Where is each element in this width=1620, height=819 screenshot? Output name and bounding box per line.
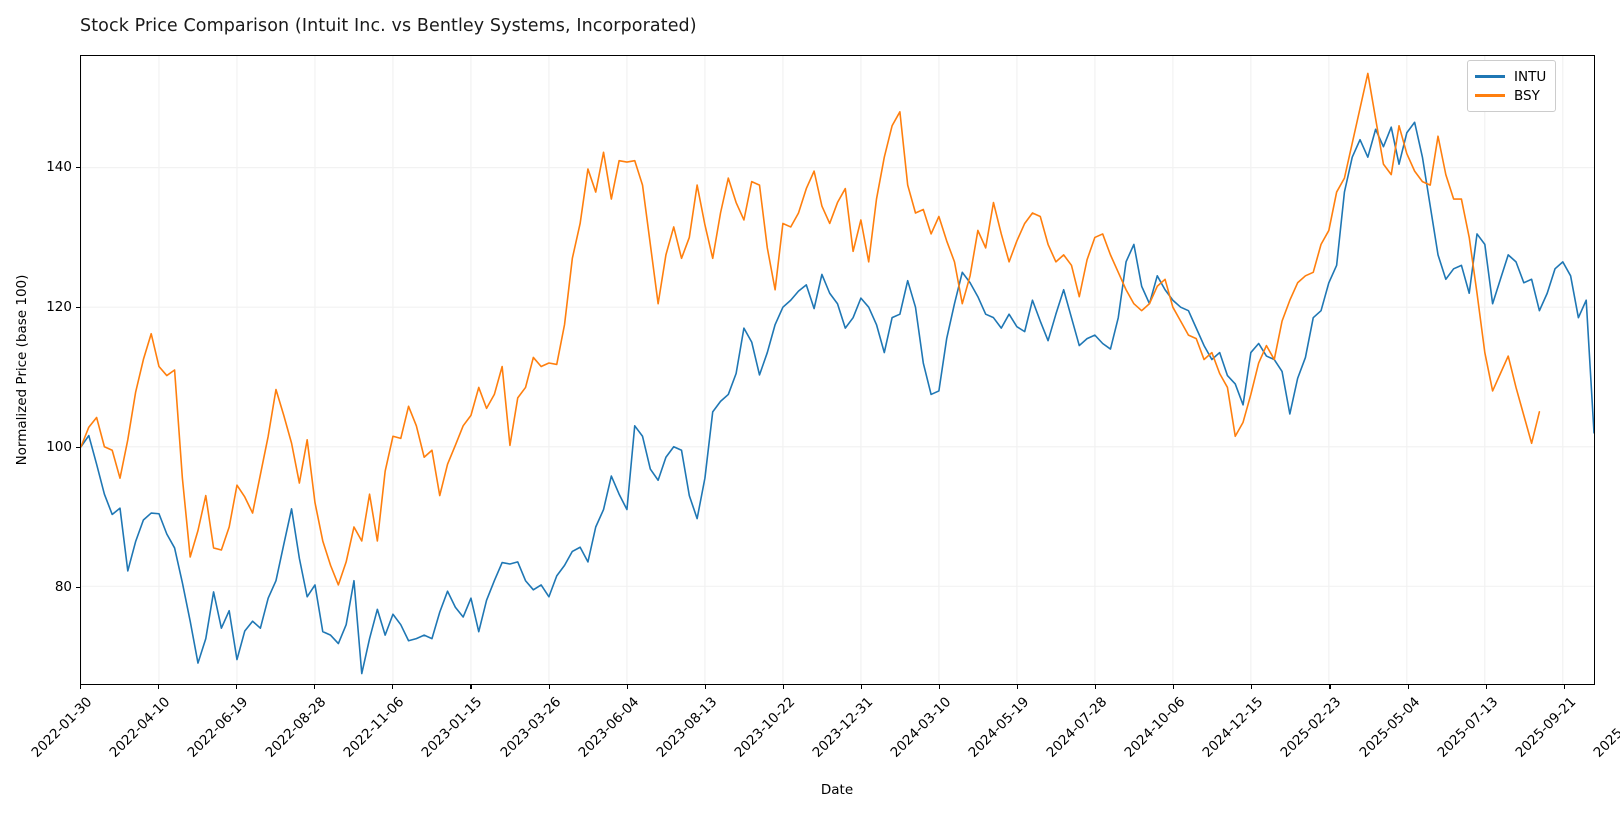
series-line-intu bbox=[81, 122, 1594, 673]
x-tick-label: 2024-07-28 bbox=[1043, 694, 1111, 761]
gridlines bbox=[81, 56, 1594, 684]
chart-title: Stock Price Comparison (Intuit Inc. vs B… bbox=[80, 16, 697, 36]
y-tick-label: 120 bbox=[46, 299, 72, 315]
data-series-layer bbox=[81, 56, 1594, 684]
x-tick-label: 2025-02-23 bbox=[1277, 694, 1345, 761]
legend-label: BSY bbox=[1514, 87, 1540, 104]
legend-label: INTU bbox=[1514, 68, 1547, 85]
x-tick-label: 2023-03-26 bbox=[497, 694, 564, 761]
legend-color-swatch bbox=[1475, 94, 1505, 97]
y-tick-label: 100 bbox=[46, 439, 72, 455]
x-tick-mark bbox=[392, 685, 394, 689]
x-tick-label: 2025-11-30 bbox=[1590, 694, 1620, 761]
x-tick-mark bbox=[704, 685, 706, 689]
x-tick-mark bbox=[1095, 685, 1097, 689]
x-tick-mark bbox=[1173, 685, 1175, 689]
x-tick-mark bbox=[860, 685, 863, 689]
y-tick-mark bbox=[76, 307, 80, 309]
x-tick-label: 2022-04-10 bbox=[106, 694, 174, 761]
x-tick-mark bbox=[1017, 685, 1019, 689]
x-tick-label: 2025-09-21 bbox=[1512, 694, 1580, 761]
legend-color-swatch bbox=[1475, 75, 1505, 78]
x-tick-mark bbox=[782, 685, 784, 689]
chart-legend: INTU BSY bbox=[1467, 60, 1557, 112]
x-tick-mark bbox=[1251, 685, 1253, 689]
x-tick-label: 2024-12-15 bbox=[1199, 694, 1267, 761]
x-tick-mark bbox=[236, 685, 238, 689]
x-tick-mark bbox=[939, 685, 941, 689]
y-tick-mark bbox=[76, 167, 80, 169]
x-tick-mark bbox=[80, 685, 82, 689]
x-tick-label: 2023-01-15 bbox=[418, 694, 486, 761]
x-tick-mark bbox=[1563, 685, 1565, 689]
x-tick-label: 2023-10-22 bbox=[731, 694, 799, 761]
x-tick-label: 2022-06-19 bbox=[184, 694, 252, 761]
plot-area bbox=[80, 55, 1595, 685]
x-tick-label: 2024-03-10 bbox=[887, 694, 955, 761]
x-tick-label: 2022-11-06 bbox=[340, 694, 408, 761]
x-tick-label: 2025-07-13 bbox=[1434, 694, 1501, 761]
x-tick-label: 2022-08-28 bbox=[262, 694, 330, 761]
x-tick-label: 2025-05-04 bbox=[1356, 694, 1423, 761]
series-line-bsy bbox=[81, 73, 1539, 584]
x-tick-label: 2022-01-30 bbox=[28, 694, 96, 761]
y-tick-label: 140 bbox=[46, 159, 72, 175]
x-tick-mark bbox=[314, 685, 316, 689]
x-tick-mark bbox=[548, 685, 550, 689]
y-tick-label: 80 bbox=[54, 579, 72, 595]
x-tick-mark bbox=[158, 685, 160, 689]
x-tick-mark bbox=[626, 685, 628, 689]
x-tick-mark bbox=[470, 685, 472, 689]
x-tick-label: 2024-10-06 bbox=[1121, 694, 1189, 761]
x-tick-label: 2024-05-19 bbox=[965, 694, 1033, 761]
x-tick-mark bbox=[1329, 685, 1331, 689]
x-tick-mark bbox=[1407, 685, 1409, 689]
x-tick-label: 2023-08-13 bbox=[653, 694, 721, 761]
x-tick-mark bbox=[1485, 685, 1487, 689]
y-tick-mark bbox=[76, 447, 80, 449]
x-tick-label: 2023-12-31 bbox=[809, 694, 877, 761]
x-tick-label: 2023-06-04 bbox=[575, 694, 642, 761]
legend-entry-intu[interactable]: INTU bbox=[1475, 67, 1546, 86]
y-tick-mark bbox=[76, 587, 80, 589]
x-axis-title: Date bbox=[820, 782, 854, 798]
legend-entry-bsy[interactable]: BSY bbox=[1475, 86, 1546, 105]
